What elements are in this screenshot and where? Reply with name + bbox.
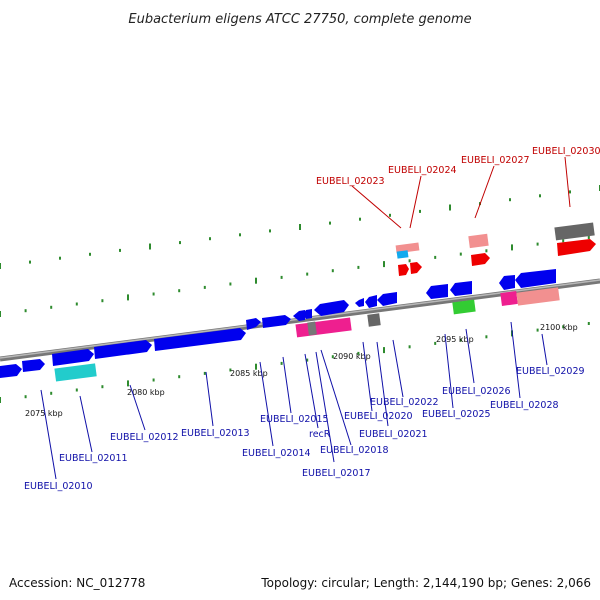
- gene-arrow[interactable]: [355, 298, 364, 307]
- gene-arrow[interactable]: [410, 262, 422, 274]
- scale-label: 2075 kbp: [25, 409, 63, 418]
- gene-arrow[interactable]: [426, 284, 448, 299]
- gene-block[interactable]: [554, 222, 595, 241]
- gene-arrow[interactable]: [22, 359, 45, 372]
- gene-label[interactable]: EUBELI_02013: [181, 428, 250, 439]
- gene-block[interactable]: [54, 363, 97, 382]
- accession-text: Accession: NC_012778: [9, 576, 145, 590]
- gene-label[interactable]: EUBELI_02025: [422, 409, 491, 420]
- gene-block[interactable]: [452, 299, 476, 315]
- gene-label[interactable]: EUBELI_02017: [302, 468, 371, 479]
- gene-arrow[interactable]: [557, 239, 596, 256]
- gene-label[interactable]: EUBELI_02018: [320, 445, 389, 456]
- gene-labels: EUBELI_02010 EUBELI_02011 EUBELI_02012 E…: [24, 146, 600, 492]
- gene-arrow[interactable]: [314, 300, 349, 316]
- gene-arrow[interactable]: [499, 275, 515, 290]
- scale-label: 2095 kbp: [436, 335, 474, 344]
- gene-features: [0, 222, 596, 382]
- gene-label[interactable]: EUBELI_02026: [442, 386, 511, 397]
- gene-label[interactable]: EUBELI_02030: [532, 146, 600, 157]
- gene-arrow[interactable]: [0, 364, 22, 378]
- leader-lines: [40, 156, 571, 480]
- gene-block[interactable]: [516, 287, 560, 306]
- gene-label[interactable]: EUBELI_02015: [260, 414, 329, 425]
- gene-block[interactable]: [367, 313, 381, 327]
- gene-label[interactable]: EUBELI_02024: [388, 165, 457, 176]
- gene-arrow[interactable]: [471, 253, 490, 266]
- genome-summary-text: Topology: circular; Length: 2,144,190 bp…: [260, 576, 591, 590]
- gene-block[interactable]: [307, 321, 317, 336]
- gene-label[interactable]: recR: [309, 429, 331, 440]
- gene-label[interactable]: EUBELI_02020: [344, 411, 413, 422]
- gene-arrow[interactable]: [262, 315, 291, 328]
- gene-arrow[interactable]: [365, 295, 377, 308]
- scale-label: 2090 kbp: [333, 352, 371, 361]
- gene-label[interactable]: EUBELI_02010: [24, 481, 93, 492]
- gene-label[interactable]: EUBELI_02014: [242, 448, 311, 459]
- gene-arrow[interactable]: [303, 309, 312, 319]
- gene-label[interactable]: EUBELI_02022: [370, 397, 439, 408]
- gene-arrow[interactable]: [94, 340, 152, 359]
- gene-block[interactable]: [500, 291, 518, 306]
- gene-block[interactable]: [395, 242, 420, 254]
- gene-arrow[interactable]: [154, 328, 246, 351]
- gene-label[interactable]: EUBELI_02011: [59, 453, 128, 464]
- gene-arrow[interactable]: [52, 349, 94, 366]
- scale-label: 2080 kbp: [127, 388, 165, 397]
- tick-marks: [0, 185, 600, 403]
- gene-label[interactable]: EUBELI_02012: [110, 432, 179, 443]
- gene-arrow[interactable]: [398, 264, 409, 276]
- scale-label: 2085 kbp: [230, 369, 268, 378]
- gene-block[interactable]: [468, 233, 489, 249]
- gene-arrow[interactable]: [450, 281, 472, 296]
- gene-label[interactable]: EUBELI_02021: [359, 429, 428, 440]
- scale-labels: 2075 kbp 2080 kbp 2085 kbp 2090 kbp 2095…: [25, 323, 578, 418]
- gene-label[interactable]: EUBELI_02023: [316, 176, 385, 187]
- gene-arrow[interactable]: [377, 292, 397, 306]
- gene-label[interactable]: EUBELI_02028: [490, 400, 559, 411]
- gene-arrow[interactable]: [515, 269, 556, 288]
- gene-arrow[interactable]: [246, 318, 261, 330]
- gene-block[interactable]: [396, 250, 409, 259]
- scale-label: 2100 kbp: [540, 323, 578, 332]
- map-title: Eubacterium eligens ATCC 27750, complete…: [128, 12, 471, 27]
- gene-arrow[interactable]: [293, 310, 305, 321]
- gene-label[interactable]: EUBELI_02027: [461, 155, 530, 166]
- gene-label[interactable]: EUBELI_02029: [516, 366, 585, 377]
